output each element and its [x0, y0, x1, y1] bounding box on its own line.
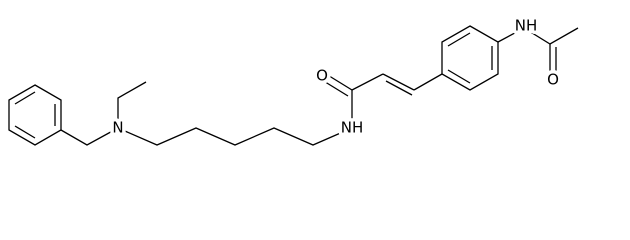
benzyl-bond [60, 127, 119, 146]
atom-label: N [112, 119, 123, 137]
atom-label: O [547, 71, 559, 89]
vinyl-bond [351, 73, 384, 91]
molecule-diagram: N NH O NH O [8, 13, 579, 146]
acetamide-bond [497, 27, 579, 45]
carbonyl-bond [321, 79, 349, 97]
chain-bond [117, 127, 353, 146]
benzene-ring [8, 84, 62, 146]
aromatic-bond [14, 91, 36, 105]
carbonyl-bond [325, 73, 353, 91]
atom-label: O [316, 67, 328, 85]
aromatic-bond [447, 69, 471, 84]
alkene-bond [385, 80, 413, 96]
aromatic-bond [447, 32, 471, 47]
atom-label: NH [341, 119, 364, 137]
alkene-bond [382, 73, 415, 91]
bonds [8, 25, 579, 146]
aromatic-bond [14, 125, 36, 139]
aryl-bond [413, 73, 443, 91]
ethyl-bond [117, 81, 147, 128]
atom-label: NH [515, 17, 538, 35]
atom-labels: N NH O NH O [109, 13, 563, 140]
benzene-ring [441, 25, 499, 91]
